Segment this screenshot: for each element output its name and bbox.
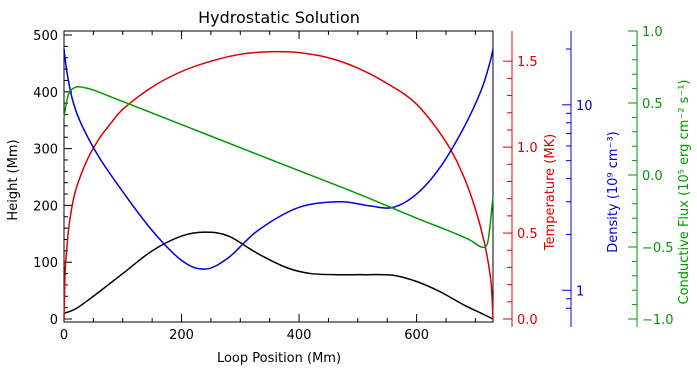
temperature-series-line bbox=[63, 50, 494, 320]
density-axis-label: Density (10⁹ cm⁻³) bbox=[606, 131, 621, 252]
temperature-tick-label: 1.5 bbox=[517, 55, 538, 70]
height-tick-label: 300 bbox=[33, 143, 58, 158]
flux-tick-label: −1.0 bbox=[642, 313, 674, 328]
height-tick-label: 400 bbox=[33, 86, 58, 101]
plot-frame bbox=[63, 30, 494, 323]
chart-title: Hydrostatic Solution bbox=[198, 8, 360, 27]
height-tick-label: 0 bbox=[50, 313, 58, 328]
flux-tick-label: −0.5 bbox=[642, 241, 674, 256]
temperature-tick-label: 1.0 bbox=[517, 141, 538, 156]
density-series-line bbox=[63, 48, 494, 270]
height-tick-label: 500 bbox=[33, 29, 58, 44]
flux-axis-label: Conductive Flux (10⁵ erg cm⁻² s⁻¹) bbox=[677, 80, 692, 305]
density-tick-label: 10 bbox=[576, 99, 593, 114]
flux-tick-label: 1.0 bbox=[642, 25, 663, 40]
flux-tick-label: 0.0 bbox=[642, 169, 663, 184]
height-tick-label: 100 bbox=[33, 256, 58, 271]
x-tick-label: 400 bbox=[287, 328, 312, 343]
x-axis-label: Loop Position (Mm) bbox=[217, 351, 341, 366]
temperature-axis-label: Temperature (MK) bbox=[543, 134, 558, 251]
flux-tick-label: 0.5 bbox=[642, 97, 663, 112]
height-axis-label: Height (Mm) bbox=[6, 139, 21, 220]
temperature-tick-label: 0.0 bbox=[517, 313, 538, 328]
x-tick-label: 600 bbox=[404, 328, 429, 343]
temperature-tick-label: 0.5 bbox=[517, 227, 538, 242]
height-tick-label: 200 bbox=[33, 199, 58, 214]
density-tick-label: 1 bbox=[576, 284, 584, 299]
x-tick-label: 200 bbox=[169, 328, 194, 343]
height-series-line bbox=[63, 231, 494, 320]
flux-series-line bbox=[63, 85, 494, 249]
x-tick-label: 0 bbox=[60, 328, 68, 343]
